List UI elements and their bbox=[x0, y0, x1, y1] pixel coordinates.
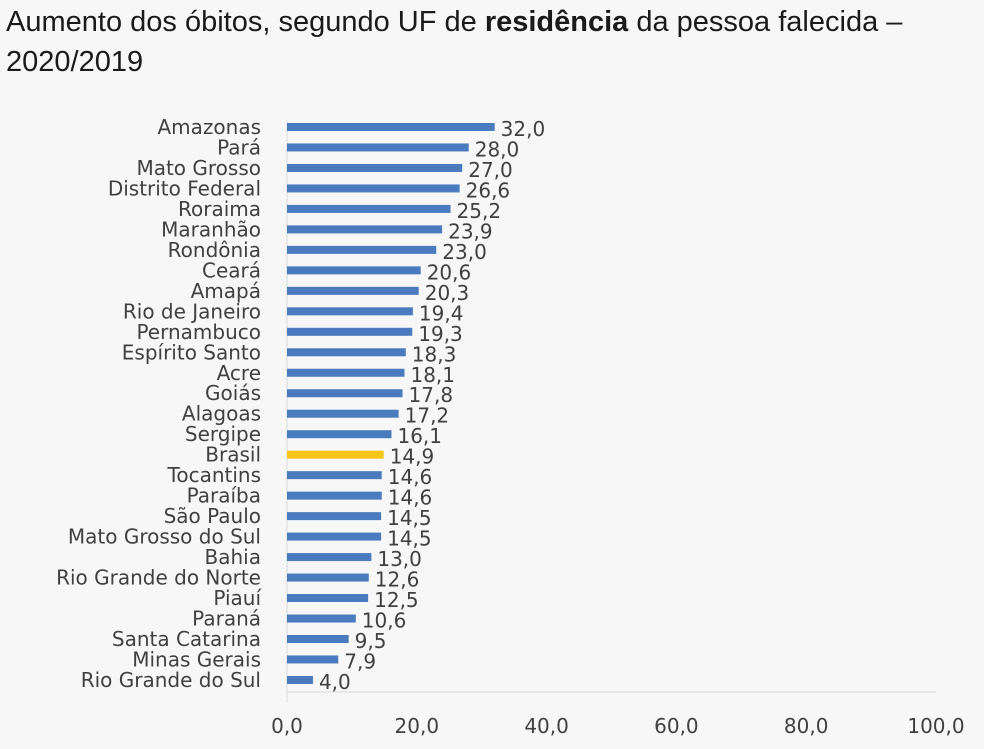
bar bbox=[287, 655, 339, 664]
chart-title: Aumento dos óbitos, segundo UF de residê… bbox=[6, 2, 966, 82]
x-tick-label: 20,0 bbox=[395, 714, 440, 738]
bar bbox=[287, 635, 349, 643]
category-label: Minas Gerais bbox=[132, 647, 261, 671]
value-label: 18,3 bbox=[412, 342, 457, 366]
category-label: Amazonas bbox=[157, 115, 261, 139]
bar bbox=[287, 225, 443, 234]
bar bbox=[287, 245, 437, 254]
category-label: Pará bbox=[217, 135, 261, 159]
value-label: 12,6 bbox=[375, 568, 420, 592]
value-label: 14,5 bbox=[387, 506, 432, 530]
category-label: Mato Grosso bbox=[136, 156, 261, 180]
value-label: 13,0 bbox=[377, 547, 422, 571]
category-label: Alagoas bbox=[182, 402, 261, 426]
value-label: 4,0 bbox=[319, 670, 351, 694]
category-label: Paraná bbox=[192, 607, 261, 631]
x-tick-label: 40,0 bbox=[524, 714, 569, 738]
bar bbox=[287, 614, 356, 623]
bar bbox=[287, 389, 403, 398]
bar bbox=[287, 368, 405, 377]
value-label: 20,3 bbox=[425, 281, 470, 305]
bar bbox=[287, 594, 369, 603]
title-bold: residência bbox=[484, 6, 629, 38]
bar bbox=[287, 286, 419, 295]
category-label: Sergipe bbox=[185, 422, 261, 446]
bar bbox=[287, 532, 382, 541]
bar bbox=[287, 163, 463, 172]
value-label: 28,0 bbox=[475, 137, 520, 161]
value-label: 9,5 bbox=[355, 629, 387, 653]
bar bbox=[287, 348, 406, 357]
bar bbox=[287, 430, 392, 439]
category-label: São Paulo bbox=[164, 504, 261, 528]
value-label: 14,9 bbox=[390, 445, 435, 469]
category-label: Brasil bbox=[205, 443, 261, 467]
category-label: Acre bbox=[217, 361, 261, 385]
bar bbox=[287, 409, 399, 418]
bar bbox=[287, 143, 469, 152]
category-label: Bahia bbox=[205, 545, 261, 569]
value-label: 18,1 bbox=[410, 363, 455, 387]
category-label: Ceará bbox=[202, 258, 261, 282]
value-label: 20,6 bbox=[427, 260, 472, 284]
category-label: Santa Catarina bbox=[112, 627, 261, 651]
value-label: 17,8 bbox=[409, 383, 454, 407]
value-label: 14,6 bbox=[388, 465, 433, 489]
category-label: Rio Grande do Norte bbox=[56, 566, 261, 590]
bar bbox=[287, 491, 382, 500]
value-label: 12,5 bbox=[374, 588, 419, 612]
category-label: Maranhão bbox=[161, 217, 261, 241]
x-tick-label: 0,0 bbox=[271, 714, 303, 738]
category-label: Tocantins bbox=[167, 463, 261, 487]
value-label: 26,6 bbox=[466, 178, 511, 202]
category-label: Rondônia bbox=[168, 238, 261, 262]
bar bbox=[287, 204, 451, 213]
category-label: Goiás bbox=[205, 381, 261, 405]
bar bbox=[287, 327, 413, 336]
x-tick-label: 80,0 bbox=[784, 714, 829, 738]
value-label: 14,6 bbox=[388, 486, 433, 510]
title-part2: da pessoa falecida – 2020/2019 bbox=[6, 6, 903, 78]
category-label: Distrito Federal bbox=[108, 176, 261, 200]
value-label: 16,1 bbox=[397, 424, 442, 448]
x-tick-label: 100,0 bbox=[907, 714, 964, 738]
category-label: Roraima bbox=[178, 197, 261, 221]
value-label: 19,4 bbox=[419, 301, 464, 325]
value-label: 23,0 bbox=[442, 240, 487, 264]
x-tick-label: 60,0 bbox=[654, 714, 699, 738]
category-label: Piauí bbox=[213, 586, 262, 610]
value-label: 27,0 bbox=[468, 158, 513, 182]
category-label: Mato Grosso do Sul bbox=[68, 525, 261, 549]
bar bbox=[287, 307, 413, 316]
value-label: 14,5 bbox=[387, 527, 432, 551]
category-label: Rio Grande do Sul bbox=[81, 668, 261, 692]
bar bbox=[287, 553, 372, 562]
bar bbox=[287, 450, 384, 459]
bar bbox=[287, 266, 421, 275]
value-label: 23,9 bbox=[448, 219, 493, 243]
bar bbox=[287, 184, 460, 193]
title-part1: Aumento dos óbitos, segundo UF de bbox=[6, 6, 485, 38]
category-label: Rio de Janeiro bbox=[123, 299, 261, 323]
category-label: Espírito Santo bbox=[122, 340, 261, 364]
category-label: Amapá bbox=[191, 279, 261, 303]
value-label: 25,2 bbox=[457, 199, 502, 223]
value-label: 32,0 bbox=[501, 117, 546, 141]
bar bbox=[287, 512, 382, 521]
value-label: 19,3 bbox=[418, 322, 463, 346]
category-label: Pernambuco bbox=[136, 320, 261, 344]
category-label: Paraíba bbox=[187, 484, 261, 508]
value-label: 10,6 bbox=[362, 609, 407, 633]
value-label: 7,9 bbox=[344, 649, 376, 673]
bar bbox=[287, 471, 382, 480]
bar bbox=[287, 675, 313, 684]
bar bbox=[287, 573, 369, 582]
value-label: 17,2 bbox=[405, 404, 450, 428]
bar bbox=[287, 123, 495, 131]
